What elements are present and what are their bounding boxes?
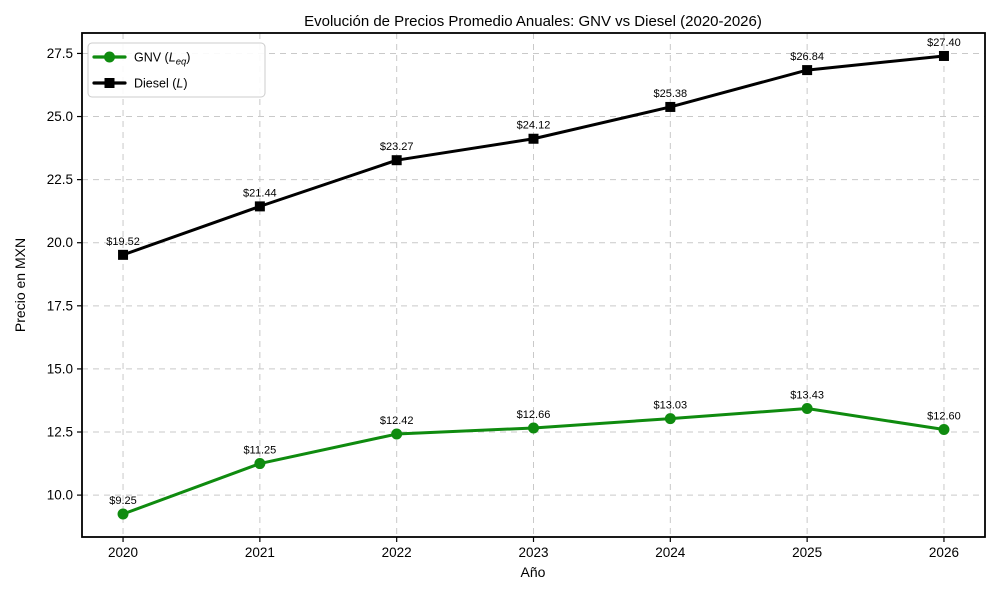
legend-item-label: Diesel (L): [134, 77, 188, 91]
x-tick-label: 2024: [655, 545, 686, 560]
data-label: $27.40: [927, 37, 961, 49]
data-label: $25.38: [653, 88, 687, 100]
series-layer: [117, 50, 950, 520]
data-label: $13.43: [790, 390, 824, 402]
x-tick-label: 2020: [108, 545, 138, 560]
data-point-marker: [254, 201, 265, 212]
data-label: $9.25: [109, 495, 137, 507]
data-point-marker: [802, 65, 813, 76]
x-tick-label: 2021: [245, 545, 275, 560]
plot-border: [81, 32, 986, 538]
chart-title: Evolución de Precios Promedio Anuales: G…: [304, 13, 762, 30]
data-labels-layer: $9.25 $11.25 $12.42 $12.66 $13.03 $13.43 $12.6…: [106, 37, 961, 507]
data-point-marker: [528, 422, 539, 434]
legend: GNV (Leq) Diesel (L): [87, 42, 266, 98]
axes-layer: 2020 2021 2022 2023 2024 2025 2026 10.0 12.5 15.0…: [47, 32, 986, 560]
data-label: $12.42: [380, 415, 414, 427]
y-tick-label: 27.5: [47, 46, 73, 61]
x-tick-label: 2022: [382, 545, 412, 560]
x-tick-label: 2023: [518, 545, 548, 560]
legend-item-label: GNV (Leq): [134, 51, 190, 68]
data-label: $12.60: [927, 410, 961, 422]
data-point-marker: [938, 50, 949, 61]
data-label: $21.44: [243, 187, 277, 199]
data-point-marker: [665, 101, 676, 112]
data-label: $13.03: [653, 400, 687, 412]
y-tick-label: 25.0: [47, 109, 73, 124]
y-axis-label: Precio en MXN: [12, 238, 28, 332]
y-tick-label: 12.5: [47, 425, 73, 440]
y-tick-label: 22.5: [47, 172, 73, 187]
legend-marker-square: [104, 78, 115, 88]
y-tick-label: 17.5: [47, 298, 73, 313]
data-point-marker: [801, 403, 813, 415]
data-point-marker: [391, 428, 403, 440]
legend-box: [87, 42, 266, 98]
data-point-marker: [938, 423, 950, 435]
x-tick-label: 2026: [929, 545, 959, 560]
data-label: $24.12: [517, 120, 551, 132]
x-tick-label: 2025: [792, 545, 822, 560]
data-label: $26.84: [790, 51, 824, 63]
legend-marker-circle: [104, 51, 115, 63]
data-label: $12.66: [517, 409, 551, 421]
data-point-marker: [664, 413, 676, 425]
data-point-marker: [391, 155, 402, 166]
data-point-marker: [254, 458, 266, 470]
x-axis-label: Año: [521, 564, 546, 580]
data-label: $11.25: [243, 445, 276, 457]
data-point-marker: [117, 508, 129, 520]
y-tick-label: 15.0: [47, 361, 73, 376]
grid-layer: [82, 33, 985, 537]
data-point-marker: [528, 133, 539, 144]
data-label: $19.52: [106, 236, 140, 248]
data-point-marker: [118, 249, 129, 260]
data-label: $23.27: [380, 141, 414, 153]
y-tick-label: 10.0: [47, 488, 73, 503]
y-tick-label: 20.0: [47, 235, 73, 250]
